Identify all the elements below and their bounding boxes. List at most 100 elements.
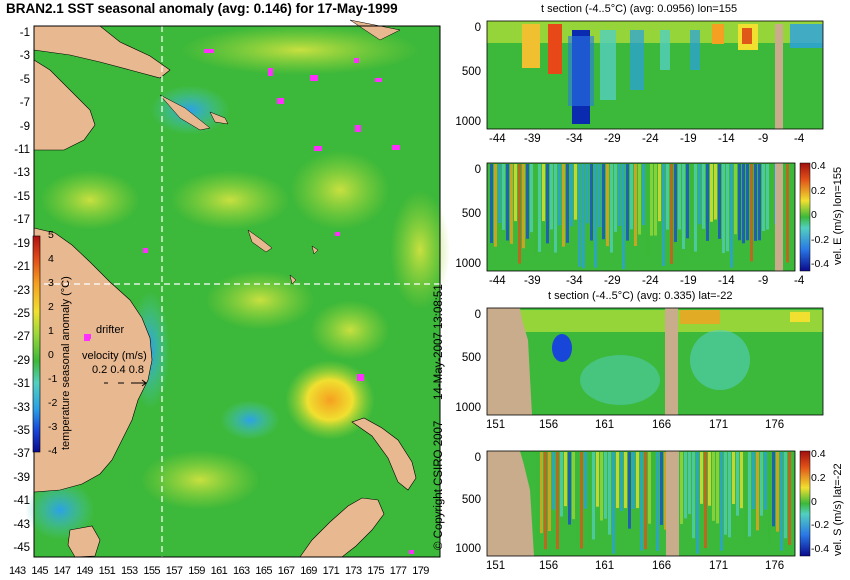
velocity-stripe [526,164,529,239]
velocity-stripe [510,164,513,244]
map-lon-tick: 167 [277,565,295,577]
velocity-stripe [718,164,721,239]
velocity-stripe [742,164,745,244]
map-lon-tick: 165 [255,565,272,577]
map-lat-tick: -33 [13,401,30,414]
map-lat-tick: -25 [13,307,30,320]
velocity-stripe [786,164,789,263]
velocity-stripe [566,164,569,243]
panel1-x-tick: -24 [642,133,659,145]
panel3-x-tick: 156 [539,419,559,431]
velocity-stripe [658,164,661,222]
map-lon-tick: 149 [76,565,93,577]
velocity-stripe [696,452,699,554]
velocity-stripe [554,164,557,253]
velocity-stripe [490,164,493,243]
map-lat-tick: -11 [14,144,30,157]
map-lat-tick: -31 [13,378,30,391]
panel2-colorbar-tick: 0.2 [811,184,826,197]
velocity-stripe [552,452,555,510]
panel1-x-tick: -39 [524,133,541,145]
map-lat-tick: -21 [13,261,30,274]
velocity-stripe [686,164,689,239]
velocity-stripe [600,452,603,521]
colorbar-tick: 1 [48,325,54,337]
velocity-stripe [580,452,583,549]
velocity-stripe [692,452,695,539]
velocity-stripe [498,164,501,224]
velocity-stripe [710,164,713,222]
velocity-stripe [728,452,731,538]
panel1-x-tick: -44 [489,133,506,145]
velocity-stripe [726,164,729,252]
velocity-stripe [666,164,669,230]
velocity-stripe [538,164,541,252]
velocity-stripe [650,164,653,236]
panel4-colorbar-tick: 0.2 [811,471,826,484]
velocity-stripe [736,452,739,516]
map-lon-tick: 153 [121,565,138,577]
map-lat-tick: -13 [13,167,30,180]
velocity-values: 0.2 0.4 0.8 [92,364,144,376]
velocity-stripe [568,452,571,525]
panel-vel-e-lon [486,162,811,272]
panel2-colorbar-tick: -0.2 [811,233,830,246]
panel1-x-tick: -19 [680,133,697,145]
velocity-stripe [502,164,505,230]
velocity-stripe [706,164,709,241]
velocity-stripe [550,164,553,230]
panel1-x-tick: -9 [758,133,769,145]
velocity-stripe [586,164,589,224]
map-lon-tick: 169 [300,565,317,577]
map-lon-tick: 179 [412,565,429,577]
velocity-stripe [606,164,609,247]
panel3-x-tick: 161 [595,419,615,431]
velocity-stripe [734,164,737,235]
colorbar-tick: 5 [48,229,54,241]
panel2-colorbar-tick: 0 [811,209,817,221]
anomaly-field [25,25,450,540]
velocity-stripe [744,452,747,542]
panel2-x-tick: -39 [524,275,541,287]
pacific-islands [159,19,401,285]
velocity-stripe [598,164,601,228]
map-lat-tick: -43 [13,518,30,531]
velocity-stripe [514,164,517,222]
velocity-stripe [700,452,703,504]
drifter-marks [84,49,414,554]
velocity-stripe [716,452,719,524]
velocity-stripe [770,164,773,257]
velocity-stripe [506,164,509,241]
panel2-x-tick: -24 [642,275,659,287]
velocity-stripe [630,164,633,230]
panel3-x-tick: 166 [652,419,672,431]
velocity-stripe [782,164,785,258]
map-lon-tick: 147 [53,565,71,577]
map-lon-tick: 145 [31,565,48,577]
velocity-stripe [720,452,723,551]
velocity-stripe [564,452,567,507]
velocity-stripe [620,452,623,512]
panel4-x-tick: 156 [539,560,559,572]
velocity-stripe [698,164,701,225]
panel-t-lon [486,20,824,130]
velocity-stripe [618,164,621,227]
velocity-stripe [662,164,665,267]
panel3-y-tick: 1000 [455,402,481,414]
velocity-stripe [750,164,753,262]
panel2-x-tick: -9 [758,275,769,287]
panel3-x-tick: 151 [486,419,506,431]
velocity-stripe [656,452,659,551]
velocity-stripe [614,164,617,232]
velocity-stripe [560,452,563,517]
velocity-stripe [558,164,561,226]
panel-t-lat [486,307,824,416]
velocity-stripe [746,164,749,241]
map-lon-tick: 175 [367,565,384,577]
velocity-stripe [602,164,605,240]
velocity-stripe [612,452,615,554]
velocity-stripe [596,452,599,507]
map-lat-tick: -37 [13,448,30,461]
velocity-stripe [540,452,543,534]
colorbar-tick: -2 [48,397,58,409]
